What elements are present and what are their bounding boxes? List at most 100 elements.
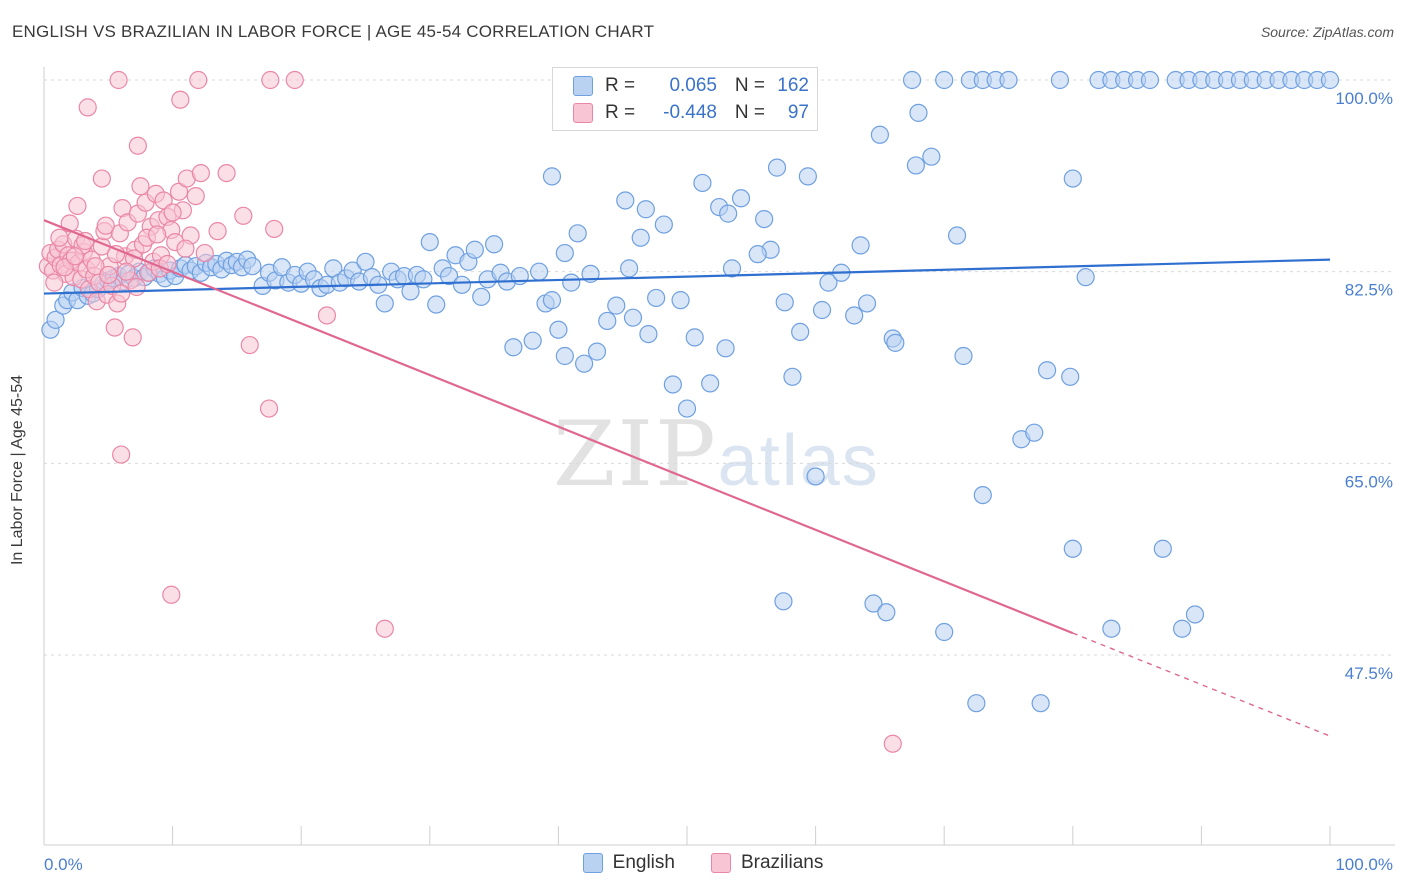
english-point (1037, 361, 1057, 380)
y-tick-label: 65.0% (1345, 472, 1393, 491)
english-point (542, 167, 562, 186)
english-point (647, 288, 666, 308)
english-point (562, 273, 581, 292)
english-point (639, 324, 658, 344)
x-tick-label: 0.0% (44, 855, 83, 874)
english-point (755, 209, 774, 229)
english-point (1185, 605, 1205, 624)
english-point (1320, 70, 1340, 90)
brazilian-point (217, 163, 236, 183)
english-point (922, 147, 941, 166)
english-point (420, 232, 439, 252)
brazilian-point (92, 169, 111, 188)
chart-source: Source: ZipAtlas.com (1260, 24, 1394, 40)
english-point (623, 308, 643, 327)
brazilian-point (234, 206, 253, 225)
brazilian-point (99, 265, 118, 285)
brazilian-point (171, 90, 190, 109)
english-point (775, 293, 794, 312)
english-point (722, 259, 742, 278)
english-point (1063, 539, 1082, 558)
english-point (243, 257, 262, 276)
brazilians-swatch (573, 103, 593, 123)
english-point (598, 311, 617, 331)
watermark-atlas: atlas (717, 421, 880, 501)
grid-lines (44, 79, 1395, 656)
watermark: ZIPatlas (553, 402, 880, 507)
brazilian-point (50, 228, 69, 247)
brazilian-point (265, 219, 284, 239)
n-label: N = (734, 75, 765, 96)
brazilian-point (86, 257, 105, 276)
brazilian-point (128, 136, 147, 155)
english-point (1140, 70, 1160, 90)
english-points (41, 70, 1340, 713)
english-point (902, 70, 922, 90)
brazilian-point (189, 70, 208, 90)
brazilian-point (162, 585, 181, 604)
r-value: 0.065 (669, 75, 717, 96)
brazilian-point (375, 619, 394, 638)
english-point (798, 167, 817, 186)
english-point (999, 70, 1018, 90)
r-value: -0.448 (663, 102, 717, 123)
brazilians-trend-extension (1072, 632, 1331, 737)
legend-label: English (612, 852, 675, 873)
english-point (549, 320, 568, 339)
brazilian-point (148, 225, 167, 244)
english-point (935, 622, 954, 642)
english-point (427, 295, 446, 314)
english-point (806, 467, 825, 486)
english-point (857, 294, 877, 313)
english-point (716, 339, 735, 358)
english-point (1063, 169, 1082, 188)
english-point (631, 228, 650, 247)
english-point (555, 346, 574, 366)
english-point (401, 282, 420, 301)
english-point (812, 300, 832, 320)
english-point (439, 266, 459, 286)
brazilian-point (186, 186, 205, 206)
english-swatch (573, 76, 593, 96)
brazilian-point (259, 399, 279, 418)
brazilian-point (131, 177, 150, 196)
english-point (967, 694, 986, 713)
brazilian-point (68, 196, 87, 216)
english-point (587, 342, 607, 361)
brazilian-point (261, 70, 280, 90)
r-label: R = (605, 102, 636, 123)
english-point (1153, 539, 1172, 558)
english-point (791, 322, 810, 342)
n-value: 97 (787, 102, 809, 123)
brazilian-point (65, 247, 84, 266)
legend-item-brazilians[interactable]: Brazilians (710, 852, 823, 874)
english-point (620, 259, 639, 278)
english-point (954, 346, 973, 366)
english-point (671, 291, 690, 310)
english-point (719, 204, 738, 223)
english-point (485, 235, 504, 254)
legend-row-brazilians: R = -0.448 N = 97 (573, 101, 809, 125)
english-point (935, 70, 954, 90)
english-point (1061, 367, 1080, 386)
legend-item-english[interactable]: English (582, 852, 675, 874)
english-point (731, 189, 751, 208)
brazilian-point (112, 284, 131, 303)
brazilian-point (45, 273, 64, 292)
brazilian-point (191, 163, 210, 183)
brazilian-point (127, 277, 146, 297)
english-point (530, 262, 549, 281)
brazilian-point (195, 243, 214, 263)
brazilian-point (176, 239, 195, 258)
english-point (685, 328, 704, 347)
english-point (877, 603, 896, 622)
english-point (568, 224, 587, 243)
english-point (375, 294, 394, 313)
english-point (1031, 694, 1050, 713)
english-trend-line (43, 258, 1331, 295)
r-label: R = (605, 75, 636, 96)
brazilian-point (123, 328, 142, 347)
n-label: N = (734, 102, 765, 123)
series-legend: English Brazilians (0, 852, 1406, 874)
